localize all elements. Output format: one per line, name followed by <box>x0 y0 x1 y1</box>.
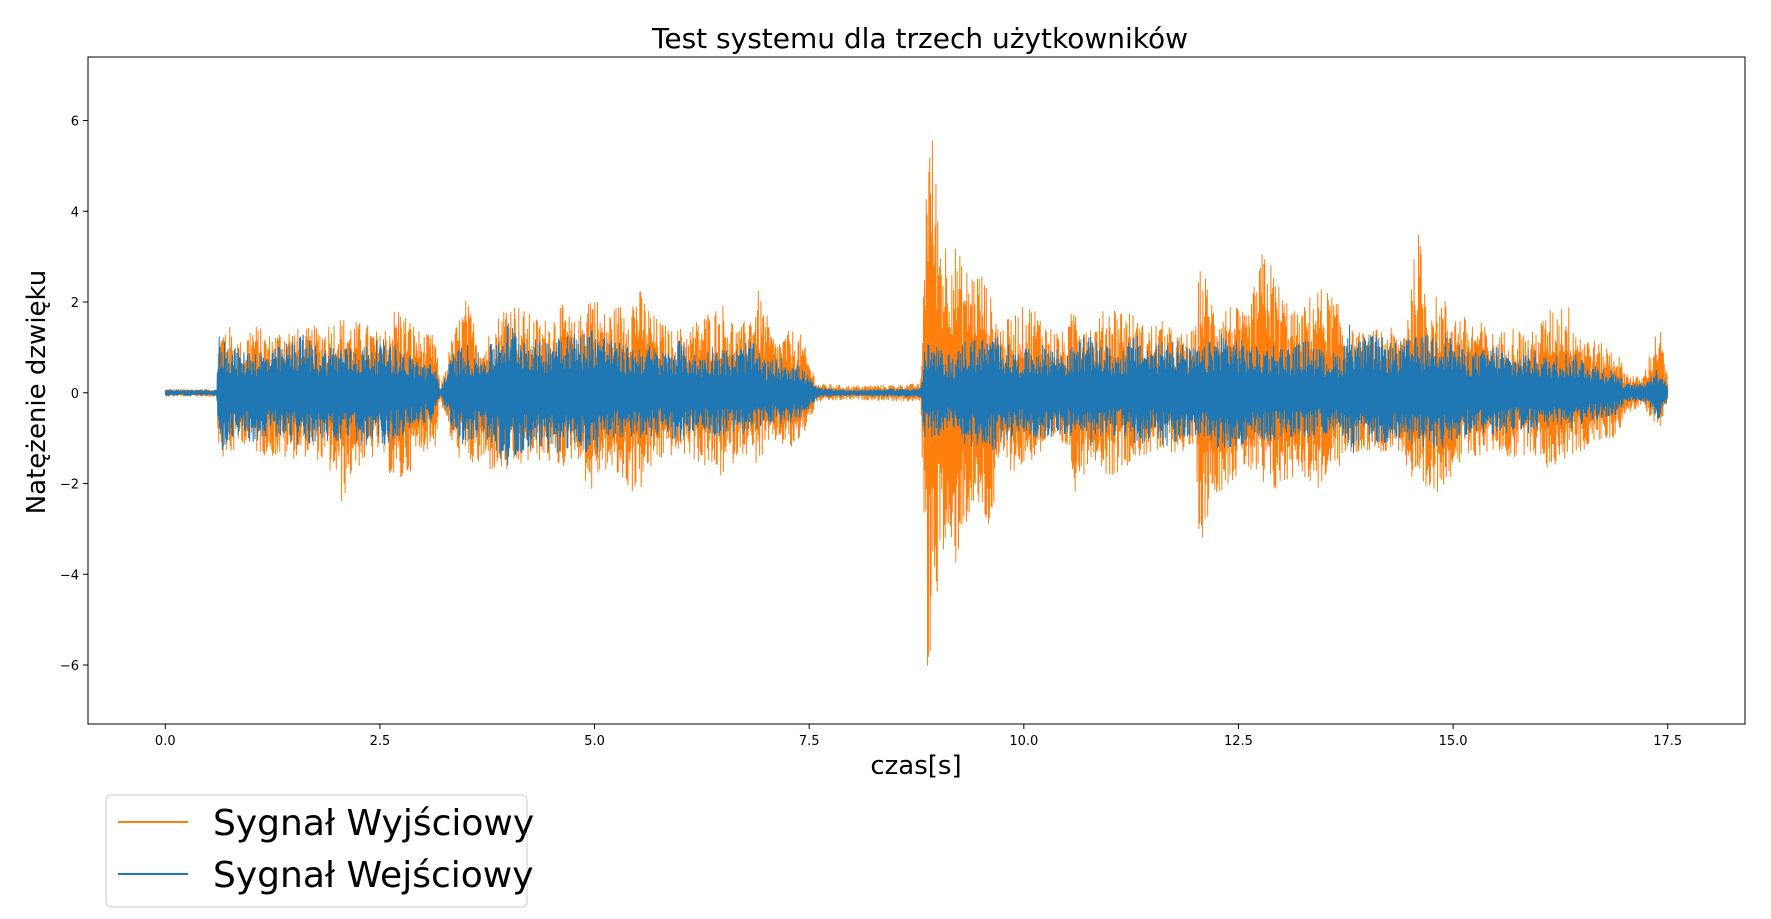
y-tick-label: 2 <box>71 296 79 311</box>
plot-frame <box>87 56 1746 725</box>
x-tick-label: 10.0 <box>1009 734 1038 749</box>
series-layer <box>164 140 1669 666</box>
legend-label-output: Sygnał Wyjściowy <box>213 803 534 844</box>
y-tick-label: 0 <box>71 387 79 402</box>
y-tick-label: −2 <box>60 478 79 493</box>
legend: Sygnał Wyjściowy Sygnał Wejściowy <box>105 794 534 908</box>
x-axis-title: czas[s] <box>870 751 961 781</box>
x-tick-label: 15.0 <box>1439 734 1468 749</box>
y-tick-label: 6 <box>71 115 79 130</box>
y-tick-label: 4 <box>71 205 79 220</box>
x-tick-label: 12.5 <box>1224 734 1253 749</box>
y-tick-label: −6 <box>60 659 79 674</box>
series-line-input <box>164 323 1669 466</box>
y-axis: −6 −4 −2 0 2 4 6 <box>60 115 88 674</box>
x-tick-label: 17.5 <box>1653 734 1682 749</box>
plot-area <box>87 56 1746 725</box>
y-tick-label: −4 <box>60 568 79 583</box>
legend-label-input: Sygnał Wejściowy <box>213 855 534 896</box>
chart-title: Test systemu dla trzech użytkowników <box>651 22 1188 55</box>
x-tick-label: 5.0 <box>584 734 605 749</box>
x-axis: 0.0 2.5 5.0 7.5 10.0 12.5 15.0 17.5 <box>155 724 1682 749</box>
y-axis-title: Natężenie dzwięku <box>22 270 52 515</box>
legend-box <box>105 794 528 908</box>
x-tick-label: 7.5 <box>799 734 820 749</box>
x-tick-label: 0.0 <box>155 734 176 749</box>
x-tick-label: 2.5 <box>370 734 391 749</box>
